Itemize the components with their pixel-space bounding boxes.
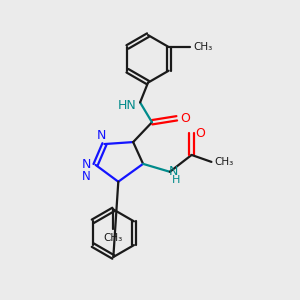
Text: N: N: [97, 129, 106, 142]
Text: HN: HN: [118, 99, 136, 112]
Text: CH₃: CH₃: [215, 157, 234, 167]
Text: CH₃: CH₃: [194, 42, 213, 52]
Text: O: O: [196, 127, 206, 140]
Text: N: N: [82, 158, 91, 171]
Text: N: N: [82, 170, 91, 183]
Text: O: O: [181, 112, 190, 125]
Text: H: H: [172, 175, 180, 185]
Text: CH₃: CH₃: [104, 233, 123, 243]
Text: N: N: [169, 165, 178, 178]
